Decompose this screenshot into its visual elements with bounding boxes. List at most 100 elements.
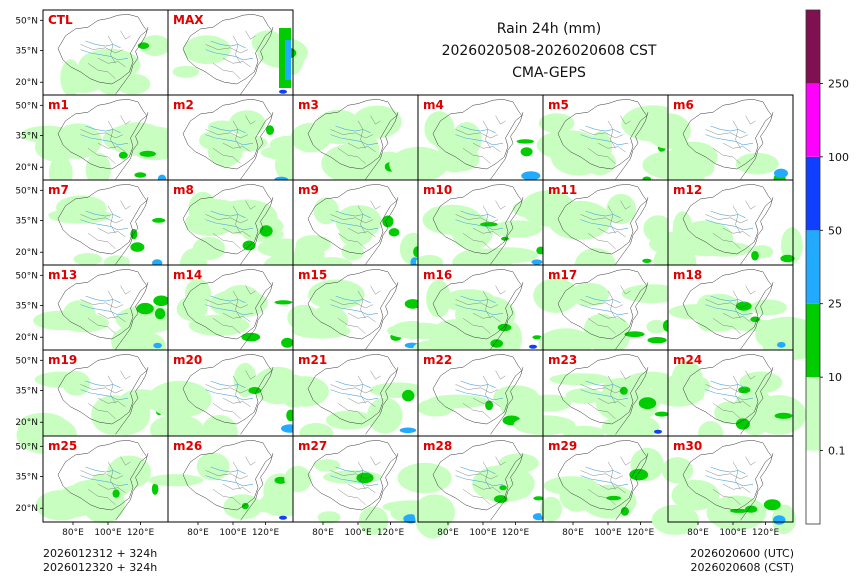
panel-label: m26	[173, 439, 202, 453]
colorbar-segment	[806, 230, 820, 304]
province-border	[212, 63, 241, 79]
rain-moderate-area	[153, 295, 170, 307]
rain-light-area	[538, 113, 575, 133]
province-border	[245, 285, 256, 295]
province-border	[620, 115, 631, 125]
province-border	[620, 456, 631, 466]
province-border	[107, 120, 116, 149]
province-border	[370, 115, 381, 125]
province-border	[472, 143, 501, 152]
coastline	[740, 367, 774, 435]
rain-light-area	[85, 152, 111, 187]
y-tick-label: 20°N	[15, 163, 38, 173]
province-border	[587, 233, 616, 249]
panel-label: m24	[673, 353, 702, 367]
map-panel: m30	[651, 435, 796, 535]
rain-light-area	[426, 279, 452, 318]
river-line	[710, 125, 746, 134]
river-line	[85, 380, 121, 389]
rain-moderate-area	[274, 476, 287, 484]
rain-heavy-area	[399, 427, 417, 434]
river-line	[460, 295, 496, 304]
province-border	[732, 375, 741, 404]
river-line	[455, 475, 504, 487]
rain-light-area	[199, 131, 225, 150]
panel-label: m9	[298, 183, 319, 197]
coastline	[115, 27, 149, 95]
province-border	[80, 214, 124, 224]
map-panel: m9	[264, 179, 427, 279]
rain-moderate-area	[266, 125, 274, 135]
rain-heavy-area	[403, 514, 419, 524]
rain-moderate-area	[751, 250, 759, 261]
rain-light-area	[550, 138, 607, 176]
rain-heavy-area	[153, 342, 162, 349]
province-border	[587, 148, 616, 164]
coastline	[615, 197, 649, 265]
rain-light-area	[781, 227, 803, 264]
rain-light-area	[646, 113, 691, 149]
rain-moderate-area	[532, 335, 542, 340]
river-line	[85, 40, 121, 49]
rain-moderate-area	[606, 495, 621, 501]
rain-light-area	[341, 242, 364, 261]
province-border	[87, 403, 116, 419]
map-panel: m19	[16, 349, 169, 455]
province-border	[347, 228, 376, 237]
rain-heavy-area	[521, 171, 541, 181]
x-tick-label: 80°E	[562, 528, 584, 538]
rain-light-area	[313, 197, 339, 225]
x-tick-label: 80°E	[187, 528, 209, 538]
province-border	[722, 484, 751, 493]
river-line	[335, 380, 371, 389]
x-tick-label: 120°E	[502, 528, 530, 538]
rain-heavy-area	[777, 341, 786, 348]
province-border	[97, 228, 126, 237]
province-border	[462, 403, 491, 419]
rain-light-area	[559, 479, 595, 512]
province-border	[357, 120, 366, 149]
province-border	[580, 384, 624, 394]
country-border	[682, 440, 773, 511]
river-line	[205, 134, 254, 146]
province-border	[212, 233, 241, 249]
country-border	[432, 269, 523, 340]
map-panel: m29	[540, 435, 669, 523]
rain-light-area	[389, 146, 449, 182]
rain-moderate-area	[516, 139, 534, 144]
rain-light-area	[651, 504, 699, 535]
map-panel: m18	[667, 264, 819, 361]
province-border	[455, 129, 499, 139]
river-line	[210, 466, 246, 475]
river-line	[705, 475, 754, 487]
rain-light-area	[209, 289, 268, 318]
rain-light-area	[455, 295, 516, 334]
province-border	[482, 120, 491, 149]
panel-label: m29	[548, 439, 577, 453]
province-border	[205, 129, 249, 139]
y-tick-label: 35°N	[15, 301, 38, 311]
y-tick-label: 35°N	[15, 216, 38, 226]
river-line	[585, 466, 621, 475]
map-panel: m17	[533, 264, 683, 358]
river-line	[85, 295, 121, 304]
panel-label: m27	[298, 439, 327, 453]
panel-label: m10	[423, 183, 452, 197]
river-line	[455, 134, 504, 146]
rain-light-area	[714, 401, 745, 425]
y-tick-label: 20°N	[15, 78, 38, 88]
province-border	[205, 214, 249, 224]
province-border	[205, 299, 249, 309]
province-border	[722, 228, 751, 237]
province-border	[705, 129, 749, 139]
rain-heavy-area	[654, 429, 662, 434]
river-line	[210, 40, 246, 49]
rain-light-area	[417, 398, 455, 417]
country-border	[57, 440, 148, 511]
province-border	[732, 205, 741, 234]
country-border	[182, 440, 273, 511]
map-panel: m23	[513, 349, 676, 441]
panel-label: m14	[173, 268, 202, 282]
rain-moderate-area	[520, 147, 533, 157]
panel-label: m4	[423, 98, 444, 112]
